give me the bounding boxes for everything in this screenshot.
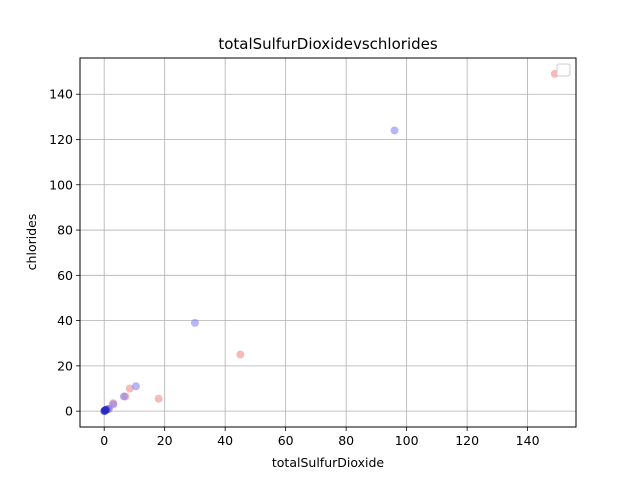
data-point bbox=[131, 382, 140, 391]
data-point bbox=[236, 350, 245, 359]
y-tick-label: 80 bbox=[57, 223, 73, 238]
y-tick-label: 20 bbox=[57, 358, 73, 373]
y-tick-label: 100 bbox=[49, 177, 73, 192]
y-axis-label: chlorides bbox=[24, 214, 39, 271]
data-points bbox=[100, 69, 559, 416]
x-tick-label: 120 bbox=[455, 433, 479, 448]
data-point bbox=[119, 392, 128, 401]
plot-area bbox=[80, 58, 576, 427]
axis-ticks: 0 20 40 60 80 100 120 140 0 20 40 60 80 100 120 140 bbox=[49, 87, 539, 448]
x-tick-label: 60 bbox=[278, 433, 294, 448]
data-point bbox=[390, 126, 399, 135]
y-tick-label: 0 bbox=[65, 404, 73, 419]
x-axis-label: totalSulfurDioxide bbox=[272, 455, 385, 470]
y-tick-label: 60 bbox=[57, 268, 73, 283]
grid-lines bbox=[80, 58, 576, 427]
data-point bbox=[125, 384, 134, 393]
x-tick-label: 100 bbox=[395, 433, 419, 448]
legend-box bbox=[556, 63, 571, 77]
x-tick-label: 140 bbox=[516, 433, 540, 448]
y-tick-label: 40 bbox=[57, 313, 73, 328]
data-point bbox=[154, 394, 163, 403]
x-tick-label: 0 bbox=[100, 433, 108, 448]
x-tick-label: 40 bbox=[217, 433, 233, 448]
y-tick-label: 140 bbox=[49, 87, 73, 102]
plot-frame bbox=[79, 57, 577, 428]
data-point bbox=[190, 318, 199, 327]
y-tick-label: 120 bbox=[49, 132, 73, 147]
x-tick-label: 80 bbox=[338, 433, 354, 448]
x-tick-label: 20 bbox=[157, 433, 173, 448]
data-point bbox=[100, 406, 109, 415]
chart-title: totalSulfurDioxidevschlorides bbox=[218, 35, 438, 53]
